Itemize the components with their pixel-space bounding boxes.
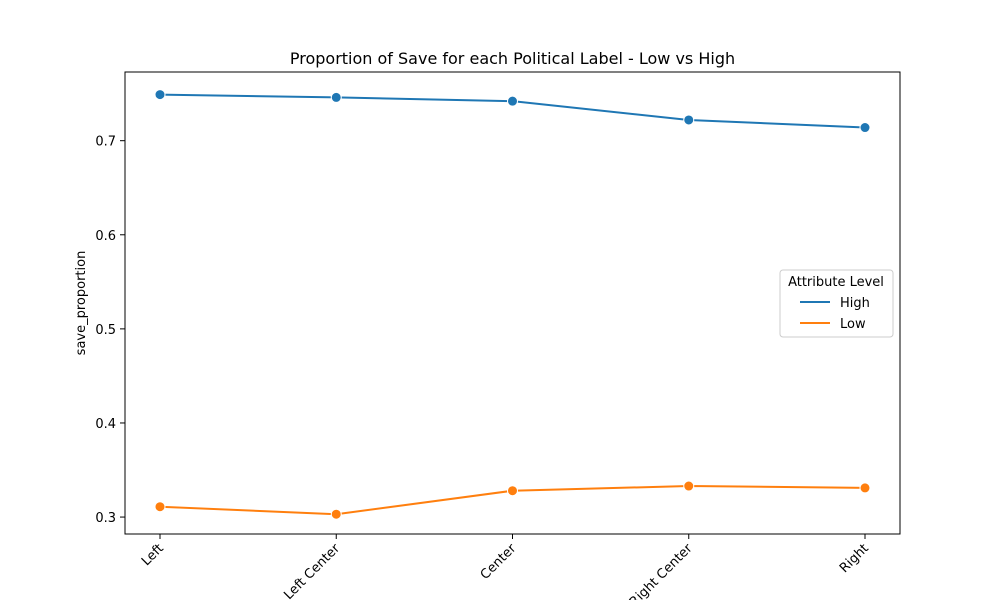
legend: Attribute Level High Low xyxy=(779,269,894,338)
data-point-low xyxy=(683,480,695,492)
plot-background xyxy=(125,72,900,534)
y-axis-label: save_proportion xyxy=(74,251,89,356)
x-tick-label: Center xyxy=(478,541,520,583)
data-point-low xyxy=(507,485,518,497)
x-tick-label: Left Center xyxy=(281,541,343,600)
legend-box xyxy=(779,269,894,338)
x-tick-label: Right Center xyxy=(627,541,696,600)
y-axis: 0.3 0.4 0.5 0.6 0.7 xyxy=(95,135,125,526)
data-point-low xyxy=(859,482,871,494)
data-point-low xyxy=(154,501,166,513)
y-tick-label: 0.4 xyxy=(95,417,116,432)
legend-item-low: Low xyxy=(800,317,866,332)
x-tick-label: Right xyxy=(837,541,872,576)
series-high xyxy=(154,89,871,134)
data-point-high xyxy=(154,89,166,101)
chart-title: Proportion of Save for each Political La… xyxy=(290,49,735,68)
data-point-high xyxy=(859,122,871,134)
legend-label: High xyxy=(840,296,870,311)
legend-title: Attribute Level xyxy=(788,275,884,290)
x-axis: Left Left Center Center Right Center Right xyxy=(139,534,872,600)
legend-items: High Low xyxy=(800,296,870,332)
y-tick-label: 0.6 xyxy=(95,229,116,244)
y-tick-label: 0.7 xyxy=(95,135,116,150)
x-tick-label: Left xyxy=(139,541,167,569)
data-point-high xyxy=(683,114,695,126)
data-point-low xyxy=(330,508,342,520)
y-tick-label: 0.3 xyxy=(95,511,116,526)
data-point-high xyxy=(507,95,518,107)
series-layer xyxy=(154,89,871,520)
data-point-high xyxy=(330,91,342,103)
legend-item-high: High xyxy=(800,296,870,311)
legend-label: Low xyxy=(840,317,866,332)
y-tick-label: 0.5 xyxy=(95,323,116,338)
series-low xyxy=(154,480,871,520)
